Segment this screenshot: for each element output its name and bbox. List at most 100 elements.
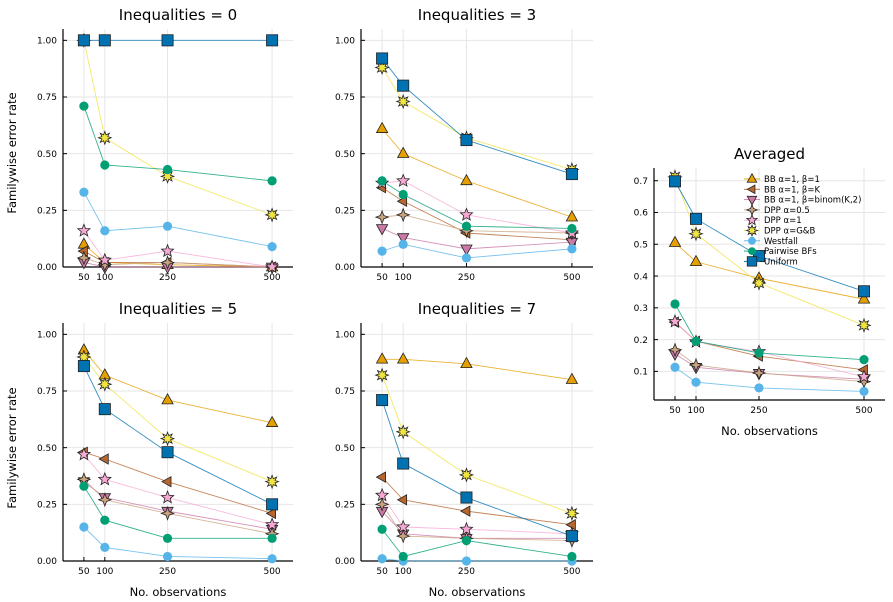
point-uniform: [266, 498, 279, 511]
point-dpp-alpha-0-5: [97, 492, 113, 508]
y-tick-label: 0.6: [634, 209, 649, 219]
point-pairwise-bfs: [398, 189, 408, 200]
panel-inequalities-0-lines: [83, 39, 273, 268]
legend-marker: [745, 213, 759, 226]
point-bb-alpha-1-beta-binom-k-2: [460, 244, 473, 256]
point-dpp-alpha-0-5: [667, 342, 683, 358]
x-tick-label: 250: [458, 567, 475, 577]
legend-label: Pairwise BFs: [764, 247, 817, 257]
point-bb-alpha-1-beta-k: [161, 475, 172, 488]
panel-inequalities-5-grid: [63, 323, 293, 562]
series-line-westfall: [83, 191, 273, 248]
point-westfall: [859, 386, 869, 397]
panel-inequalities-5-x-label: No. observations: [130, 585, 227, 599]
x-tick-label: 50: [669, 406, 681, 416]
point-dpp-alpha-gandb: [374, 367, 390, 383]
point-dpp-alpha-1: [856, 369, 872, 383]
y-tick-label: 0.75: [37, 387, 57, 397]
point-pairwise-bfs: [567, 223, 577, 234]
series-line-pairwise-bfs: [83, 105, 273, 182]
y-tick-label: 0.00: [37, 557, 57, 567]
series-line-bb-alpha-1-beta-1: [381, 128, 573, 218]
series-line-dpp-alpha-gandb: [83, 356, 273, 483]
point-bb-alpha-1-beta-k: [375, 471, 386, 483]
panel-inequalities-7-markers: [374, 352, 580, 566]
series-line-dpp-alpha-0-5: [83, 479, 273, 535]
point-dpp-alpha-gandb: [159, 168, 176, 184]
panels: Inequalities = 0 50 100 250 500 0.00 0.25 0.50 0…: [37, 6, 885, 599]
point-bb-alpha-1-beta-1: [375, 352, 389, 364]
point-westfall: [377, 554, 387, 564]
point-bb-alpha-1-beta-1: [396, 352, 410, 364]
point-dpp-alpha-1: [459, 521, 474, 536]
point-dpp-alpha-gandb: [856, 317, 872, 333]
y-tick-label: 0.75: [37, 93, 57, 103]
point-westfall: [398, 239, 408, 249]
y-tick-label: 0.7: [634, 177, 648, 187]
point-bb-alpha-1-beta-1: [396, 146, 410, 158]
legend-item-westfall: Westfall: [744, 237, 798, 247]
point-bb-alpha-1-beta-1: [460, 356, 473, 369]
series-line-dpp-alpha-1: [674, 321, 865, 378]
x-tick-label: 250: [458, 273, 475, 283]
point-dpp-alpha-0-5: [76, 250, 92, 266]
point-uniform: [161, 34, 174, 47]
panel-inequalities-7-x-label: No. observations: [429, 585, 526, 599]
legend-marker: [745, 223, 759, 238]
point-pairwise-bfs: [100, 160, 110, 170]
point-westfall: [670, 362, 680, 372]
series-line-westfall: [381, 243, 572, 259]
point-dpp-alpha-0-5: [160, 506, 175, 521]
point-pairwise-bfs: [79, 481, 89, 491]
point-bb-alpha-1-beta-binom-k-2: [375, 224, 389, 236]
point-dpp-alpha-gandb: [395, 93, 411, 110]
y-axis-label-bottom: Familywise error rate: [5, 387, 19, 508]
point-dpp-alpha-1: [160, 243, 175, 258]
point-dpp-alpha-gandb: [751, 275, 767, 291]
series-line-bb-alpha-1-beta-1: [674, 242, 865, 300]
point-uniform: [460, 134, 473, 147]
point-uniform: [669, 175, 682, 188]
point-uniform: [690, 212, 703, 225]
point-uniform: [397, 457, 410, 470]
point-bb-alpha-1-beta-k: [265, 507, 276, 520]
legend-marker: [746, 172, 758, 183]
point-westfall: [461, 556, 472, 566]
series-line-dpp-alpha-1: [381, 495, 572, 535]
point-bb-alpha-1-beta-binom-k-2: [396, 233, 410, 245]
series-line-dpp-alpha-0-5: [83, 257, 273, 268]
series-line-bb-alpha-1-beta-k: [381, 476, 572, 526]
point-westfall: [267, 242, 277, 252]
y-tick-label: 0.25: [335, 207, 355, 217]
series-line-pairwise-bfs: [381, 180, 572, 229]
point-pairwise-bfs: [79, 101, 89, 111]
legend-label: DPP α=1: [764, 216, 802, 226]
legend-item-bb-alpha-1-beta-1: BB α=1, β=1: [744, 172, 820, 185]
panel-inequalities-3: Inequalities = 3 50 100 250 500 0.00 0.25 0.50 0…: [335, 6, 593, 283]
point-dpp-alpha-gandb: [458, 467, 475, 483]
point-dpp-alpha-gandb: [159, 431, 176, 447]
x-tick-label: 50: [376, 567, 388, 577]
legend-label: Westfall: [764, 237, 798, 247]
point-pairwise-bfs: [100, 515, 110, 525]
series-line-bb-alpha-1-beta-k: [674, 321, 865, 371]
point-pairwise-bfs: [691, 336, 701, 346]
panel-averaged-x-label: No. observations: [721, 424, 818, 438]
panel-averaged-title: Averaged: [734, 145, 805, 163]
point-dpp-alpha-1: [396, 519, 411, 534]
point-uniform: [376, 394, 389, 407]
y-tick-label: 0.2: [634, 336, 648, 346]
point-pairwise-bfs: [377, 524, 387, 534]
point-uniform: [266, 34, 279, 47]
legend-marker: [748, 247, 756, 256]
x-tick-label: 250: [750, 406, 767, 416]
point-bb-alpha-1-beta-1: [857, 292, 871, 304]
y-tick-label: 0.00: [335, 263, 355, 273]
point-pairwise-bfs: [461, 221, 472, 231]
legend-item-pairwise-bfs: Pairwise BFs: [744, 247, 817, 257]
series-line-dpp-alpha-1: [83, 230, 273, 268]
x-tick-label: 250: [159, 273, 176, 283]
legend-label: DPP α=G&B: [764, 227, 815, 237]
series-line-uniform: [381, 399, 573, 537]
x-tick-label: 500: [563, 567, 580, 577]
